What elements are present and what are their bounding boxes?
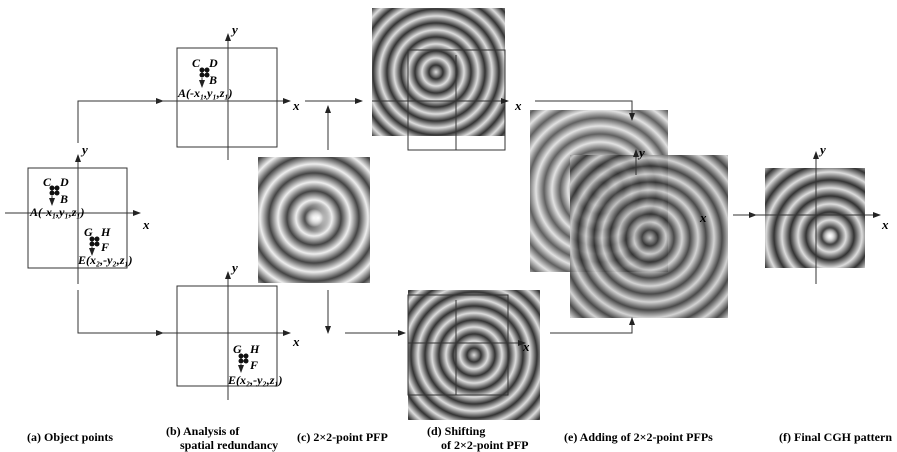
point-label: A(-x₁,y₁,z₁)	[177, 86, 233, 100]
axis-label: x	[522, 339, 530, 354]
caption: (f) Final CGH pattern	[779, 430, 892, 444]
panel-a: x y C D B A(-x₁,y₁,z₁) G H F E(x₂,-y₂,z₁…	[5, 142, 150, 284]
cgh-pattern	[765, 168, 865, 268]
axis-label: y	[637, 145, 645, 160]
point-label: F	[100, 240, 109, 254]
axis-label: y	[818, 142, 826, 157]
point-label: C	[192, 56, 201, 70]
diagram: x y C D B A(-x₁,y₁,z₁) G H F E(x₂,-y₂,z₁…	[0, 0, 897, 452]
caption: (b) Analysis of	[166, 424, 240, 438]
caption: (d) Shifting	[427, 424, 485, 438]
axis-label: x	[881, 217, 889, 232]
caption: (c) 2×2-point PFP	[297, 430, 388, 444]
axis-label: x	[292, 334, 300, 349]
axis-label: y	[80, 142, 88, 157]
point-label: F	[249, 358, 258, 372]
caption: spatial redundancy	[180, 438, 278, 452]
point-label: E(x₂,-y₂,z₁)	[77, 253, 133, 267]
shifted-pattern	[372, 8, 505, 136]
axis-label: x	[514, 98, 522, 113]
axis-label: y	[230, 22, 238, 37]
point-label: D	[59, 175, 69, 189]
point-label: A(-x₁,y₁,z₁)	[29, 205, 85, 219]
added-pattern	[570, 155, 728, 318]
point-label: B	[208, 73, 217, 87]
point-label: H	[249, 342, 260, 356]
point-label: E(x₂,-y₂,z₁)	[227, 373, 283, 387]
caption: of 2×2-point PFP	[441, 438, 529, 452]
shifted-pattern	[408, 290, 540, 420]
caption: (a) Object points	[27, 430, 113, 444]
axis-label: y	[230, 260, 238, 275]
axis-label: x	[292, 98, 300, 113]
caption: (e) Adding of 2×2-point PFPs	[564, 430, 713, 444]
point-label: B	[59, 192, 68, 206]
point-label: D	[208, 56, 218, 70]
axis-label: x	[699, 210, 707, 225]
point-label: H	[100, 225, 111, 239]
axis-label: x	[142, 217, 150, 232]
panel-b-top: x y C D B A(-x₁,y₁,z₁)	[150, 22, 300, 160]
